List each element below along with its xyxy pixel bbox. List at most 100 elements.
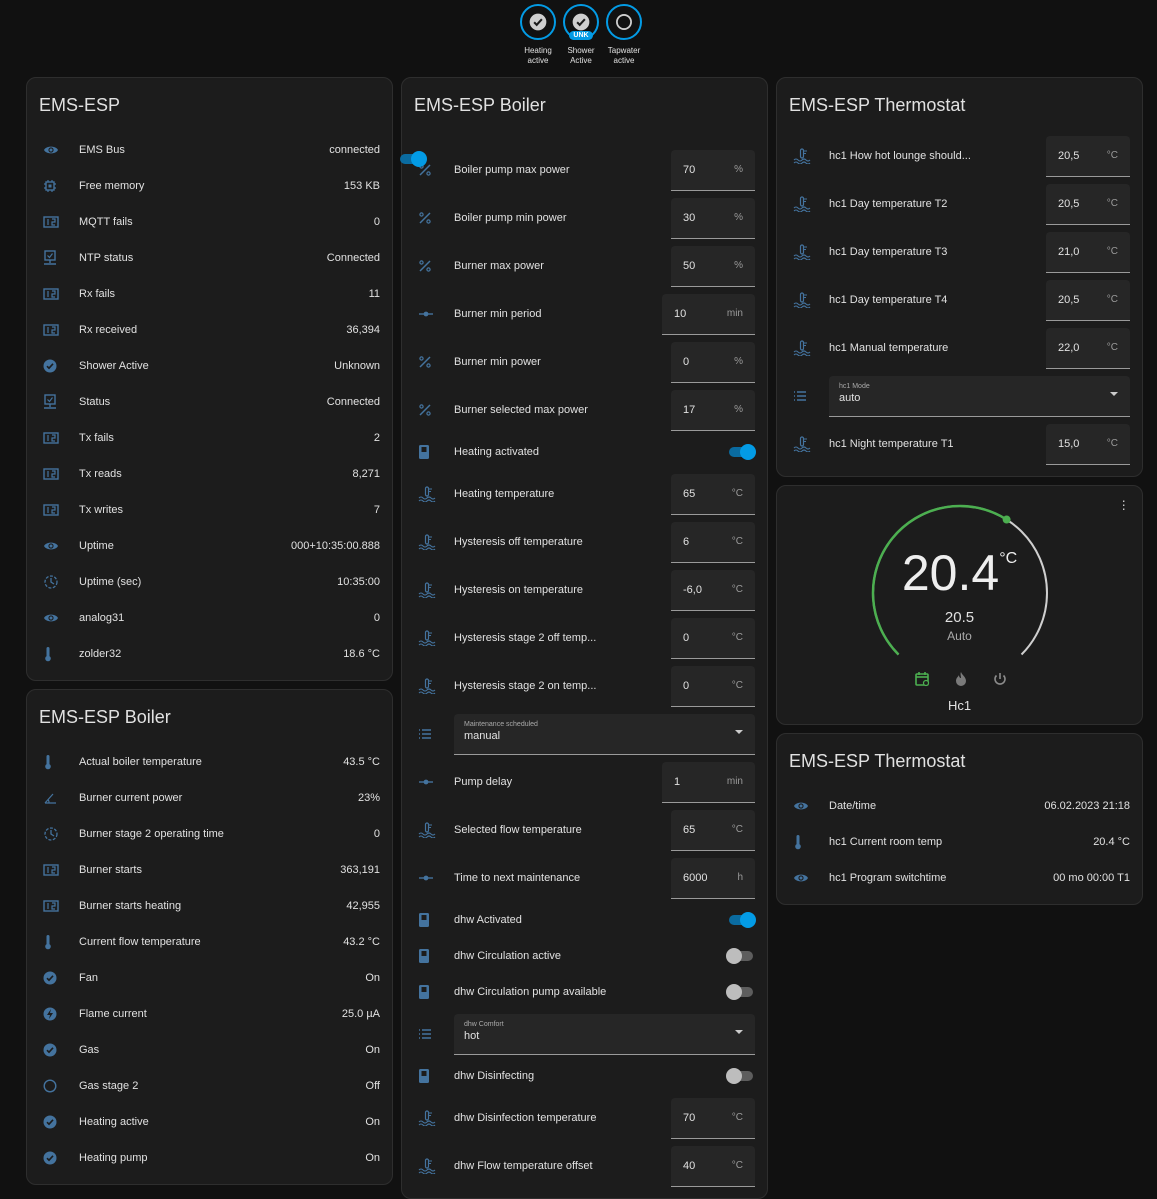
entity-row[interactable]: hc1 Current room temp 20.4 °C [789,824,1130,860]
badge-heating-active[interactable]: Heating active [520,4,556,66]
chevron-down-icon[interactable] [735,729,743,734]
fire-icon[interactable] [952,670,970,688]
chevron-down-icon[interactable] [1110,391,1118,396]
entity-row[interactable]: Date/time 06.02.2023 21:18 [789,788,1130,824]
toggle-row[interactable]: dhw Activated [414,902,756,938]
number-input[interactable]: 30% [671,197,755,239]
number-input[interactable]: 70 °C [671,1097,755,1139]
badge-shower-active[interactable]: UNK Shower Active [563,4,599,66]
number-input[interactable]: 22,0 °C [1046,327,1130,369]
number-input[interactable]: 20,5 °C [1046,135,1130,177]
input-value[interactable]: 50 [683,259,696,272]
number-input[interactable]: 0 °C [671,665,755,707]
input-value[interactable]: 17 [683,403,696,416]
number-input[interactable]: 10 min [662,293,755,335]
entity-row[interactable]: Free memory 153 KB [39,168,380,204]
number-input[interactable]: 40 °C [671,1145,755,1187]
toggle-row[interactable]: dhw Circulation active [414,938,755,974]
entity-row[interactable]: Burner starts heating 42,955 [39,888,380,924]
more-options-icon[interactable]: · · · [1121,492,1126,516]
badge-tapwater-active[interactable]: Tapwater active [606,4,642,66]
number-input[interactable]: -6,0 °C [671,569,755,611]
input-value[interactable]: 0 [683,355,690,368]
input-value[interactable]: 21,0 [1058,245,1080,258]
input-value[interactable]: 65 [683,487,696,500]
toggle-row[interactable]: dhw Circulation pump available [414,974,755,1010]
power-icon[interactable] [991,670,1009,688]
select-dropdown[interactable]: dhw Comfort hot [454,1013,755,1055]
entity-row[interactable]: Gas On [39,1032,380,1068]
chevron-down-icon[interactable] [735,1029,743,1034]
input-value[interactable]: 70 [683,1111,696,1124]
toggle-row[interactable]: Heating activated [414,434,756,470]
toggle-switch[interactable] [726,948,755,964]
entity-row[interactable]: Current flow temperature 43.2 °C [39,924,380,960]
number-input[interactable]: 50% [671,245,755,287]
entity-row[interactable]: Rx fails 11 [39,276,380,312]
entity-row[interactable]: Gas stage 2 Off [39,1068,380,1104]
input-value[interactable]: 40 [683,1159,696,1172]
input-value[interactable]: 6000 [683,871,708,884]
entity-row[interactable]: zolder32 18.6 °C [39,636,380,672]
number-input[interactable]: 1 min [662,761,755,803]
entity-row[interactable]: Status Connected [39,384,380,420]
entity-row[interactable]: Tx fails 2 [39,420,380,456]
entity-row[interactable]: Flame current 25.0 µA [39,996,380,1032]
number-input[interactable]: 6 °C [671,521,755,563]
number-input-row: Selected flow temperature 65 °C [414,806,755,854]
entity-row[interactable]: Tx writes 7 [39,492,380,528]
number-input[interactable]: 20,5 °C [1046,183,1130,225]
toggle-switch[interactable] [726,1068,755,1084]
input-value[interactable]: 0 [683,631,690,644]
entity-row[interactable]: Tx reads 8,271 [39,456,380,492]
entity-row[interactable]: Actual boiler temperature 43.5 °C [39,744,380,780]
number-input[interactable]: 65 °C [671,473,755,515]
input-value[interactable]: 70 [683,163,696,176]
entity-row[interactable]: Heating pump On [39,1140,380,1176]
number-input[interactable]: 17% [671,389,755,431]
boiler-master-toggle[interactable] [398,151,427,167]
input-value[interactable]: 22,0 [1058,341,1080,354]
number-input[interactable]: 15,0 °C [1046,423,1130,465]
entity-row[interactable]: analog31 0 [39,600,380,636]
entity-row[interactable]: NTP status Connected [39,240,380,276]
number-input[interactable]: 20,5 °C [1046,279,1130,321]
number-input[interactable]: 6000 h [671,857,755,899]
entity-row[interactable]: Heating active On [39,1104,380,1140]
entity-row[interactable]: Burner current power 23% [39,780,380,816]
entity-row[interactable]: EMS Bus connected [39,132,380,168]
entity-row[interactable]: Rx received 36,394 [39,312,380,348]
entity-row[interactable]: Burner starts 363,191 [39,852,380,888]
toggle-switch[interactable] [726,984,755,1000]
input-value[interactable]: 20,5 [1058,149,1080,162]
input-value[interactable]: 20,5 [1058,197,1080,210]
entity-row[interactable]: Uptime 000+10:35:00.888 [39,528,380,564]
entity-row[interactable]: MQTT fails 0 [39,204,380,240]
input-value[interactable]: 0 [683,679,690,692]
toggle-row[interactable]: dhw Disinfecting [414,1058,755,1094]
select-dropdown[interactable]: hc1 Mode auto [829,375,1130,417]
entity-row[interactable]: Burner stage 2 operating time 0 [39,816,380,852]
input-value[interactable]: -6,0 [683,583,702,596]
calendar-sync-icon[interactable] [913,670,931,688]
entity-row[interactable]: Uptime (sec) 10:35:00 [39,564,380,600]
select-dropdown[interactable]: Maintenance scheduled manual [454,713,755,755]
input-value[interactable]: 10 [674,307,687,320]
number-input[interactable]: 0% [671,341,755,383]
toggle-switch[interactable] [727,912,756,928]
temperature-dial[interactable] [777,486,1144,726]
input-value[interactable]: 20,5 [1058,293,1080,306]
entity-row[interactable]: Shower Active Unknown [39,348,380,384]
input-value[interactable]: 65 [683,823,696,836]
number-input[interactable]: 21,0 °C [1046,231,1130,273]
number-input[interactable]: 0 °C [671,617,755,659]
entity-row[interactable]: Fan On [39,960,380,996]
input-value[interactable]: 30 [683,211,696,224]
number-input[interactable]: 65 °C [671,809,755,851]
input-value[interactable]: 6 [683,535,690,548]
entity-row[interactable]: hc1 Program switchtime 00 mo 00:00 T1 [789,860,1130,896]
toggle-switch[interactable] [727,444,756,460]
input-value[interactable]: 1 [674,775,681,788]
number-input[interactable]: 70% [671,149,755,191]
input-value[interactable]: 15,0 [1058,437,1080,450]
